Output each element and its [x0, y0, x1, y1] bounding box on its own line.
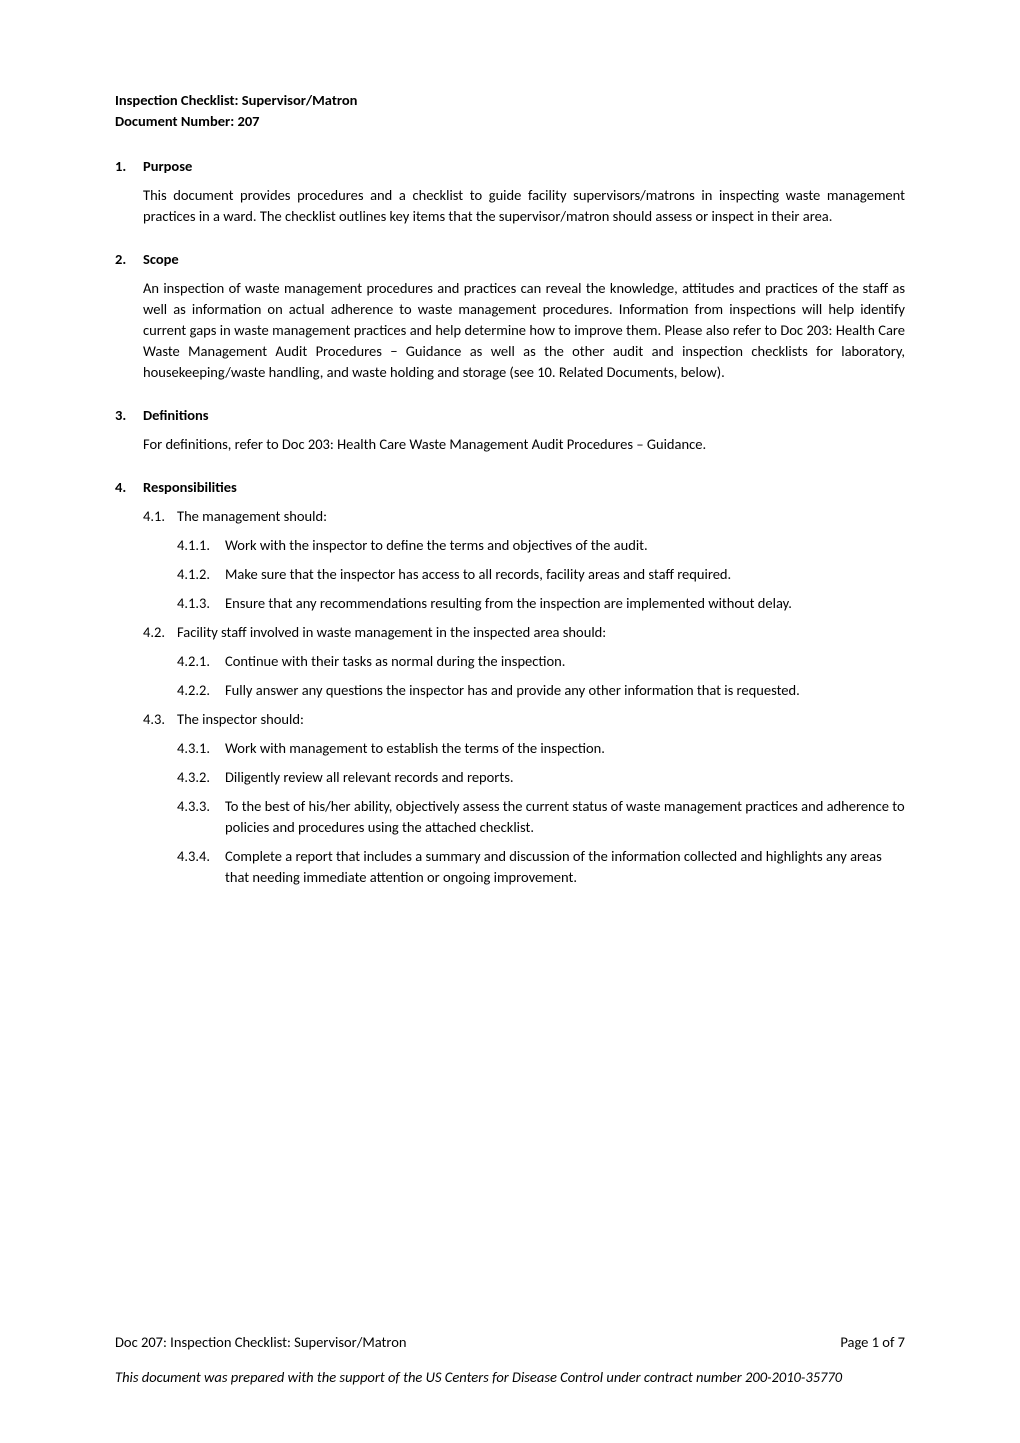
section-title: Purpose	[143, 157, 192, 175]
item-number: 4.1.	[143, 506, 177, 527]
item-number: 4.2.1.	[177, 651, 225, 672]
footer-top-row: Doc 207: Inspection Checklist: Superviso…	[115, 1332, 905, 1353]
item-text: Continue with their tasks as normal duri…	[225, 651, 905, 672]
title-block: Inspection Checklist: Supervisor/Matron …	[115, 90, 905, 132]
section-body: An inspection of waste management proced…	[143, 278, 905, 383]
item-number: 4.3.4.	[177, 846, 225, 888]
list-item: 4.2. Facility staff involved in waste ma…	[143, 622, 905, 643]
section-purpose: 1.Purpose This document provides procedu…	[115, 156, 905, 227]
list-item: 4.1.2. Make sure that the inspector has …	[177, 564, 905, 585]
footer-page-number: Page 1 of 7	[840, 1332, 905, 1353]
list-level1: 4.1. The management should: 4.1.1. Work …	[143, 506, 905, 888]
item-number: 4.3.	[143, 709, 177, 730]
section-title: Scope	[143, 250, 179, 268]
section-body: For definitions, refer to Doc 203: Healt…	[143, 434, 905, 455]
item-number: 4.2.2.	[177, 680, 225, 701]
list-item: 4.1.3. Ensure that any recommendations r…	[177, 593, 905, 614]
list-item: 4.3. The inspector should:	[143, 709, 905, 730]
item-text: Work with the inspector to define the te…	[225, 535, 905, 556]
item-number: 4.3.3.	[177, 796, 225, 838]
item-text: Work with management to establish the te…	[225, 738, 905, 759]
list-item: 4.1. The management should:	[143, 506, 905, 527]
section-definitions: 3.Definitions For definitions, refer to …	[115, 405, 905, 455]
doc-title: Inspection Checklist: Supervisor/Matron	[115, 90, 905, 111]
item-number: 4.2.	[143, 622, 177, 643]
section-title: Definitions	[143, 406, 209, 424]
item-text: Facility staff involved in waste managem…	[177, 622, 905, 643]
item-number: 4.3.2.	[177, 767, 225, 788]
section-heading: 4.Responsibilities	[115, 477, 905, 498]
section-number: 4.	[115, 477, 143, 498]
item-number: 4.1.2.	[177, 564, 225, 585]
item-text: Complete a report that includes a summar…	[225, 846, 905, 888]
section-number: 3.	[115, 405, 143, 426]
footer-docref: Doc 207: Inspection Checklist: Superviso…	[115, 1332, 406, 1353]
section-heading: 2.Scope	[115, 249, 905, 270]
item-text: To the best of his/her ability, objectiv…	[225, 796, 905, 838]
section-heading: 1.Purpose	[115, 156, 905, 177]
footer-attribution: This document was prepared with the supp…	[115, 1367, 905, 1388]
list-level2: 4.1.1. Work with the inspector to define…	[177, 535, 905, 614]
page-footer: Doc 207: Inspection Checklist: Superviso…	[115, 1332, 905, 1388]
doc-number: Document Number: 207	[115, 111, 905, 132]
list-item: 4.3.3. To the best of his/her ability, o…	[177, 796, 905, 838]
section-scope: 2.Scope An inspection of waste managemen…	[115, 249, 905, 383]
list-item: 4.3.2. Diligently review all relevant re…	[177, 767, 905, 788]
section-heading: 3.Definitions	[115, 405, 905, 426]
list-item: 4.3.4. Complete a report that includes a…	[177, 846, 905, 888]
item-text: Make sure that the inspector has access …	[225, 564, 905, 585]
item-number: 4.1.3.	[177, 593, 225, 614]
section-body: This document provides procedures and a …	[143, 185, 905, 227]
section-number: 2.	[115, 249, 143, 270]
section-responsibilities: 4.Responsibilities 4.1. The management s…	[115, 477, 905, 888]
item-text: Diligently review all relevant records a…	[225, 767, 905, 788]
item-text: Fully answer any questions the inspector…	[225, 680, 905, 701]
list-item: 4.2.1. Continue with their tasks as norm…	[177, 651, 905, 672]
section-number: 1.	[115, 156, 143, 177]
list-item: 4.1.1. Work with the inspector to define…	[177, 535, 905, 556]
item-text: The inspector should:	[177, 709, 905, 730]
section-title: Responsibilities	[143, 478, 237, 496]
list-item: 4.3.1. Work with management to establish…	[177, 738, 905, 759]
item-number: 4.1.1.	[177, 535, 225, 556]
item-text: Ensure that any recommendations resultin…	[225, 593, 905, 614]
item-number: 4.3.1.	[177, 738, 225, 759]
list-level2: 4.3.1. Work with management to establish…	[177, 738, 905, 888]
list-level2: 4.2.1. Continue with their tasks as norm…	[177, 651, 905, 701]
item-text: The management should:	[177, 506, 905, 527]
list-item: 4.2.2. Fully answer any questions the in…	[177, 680, 905, 701]
